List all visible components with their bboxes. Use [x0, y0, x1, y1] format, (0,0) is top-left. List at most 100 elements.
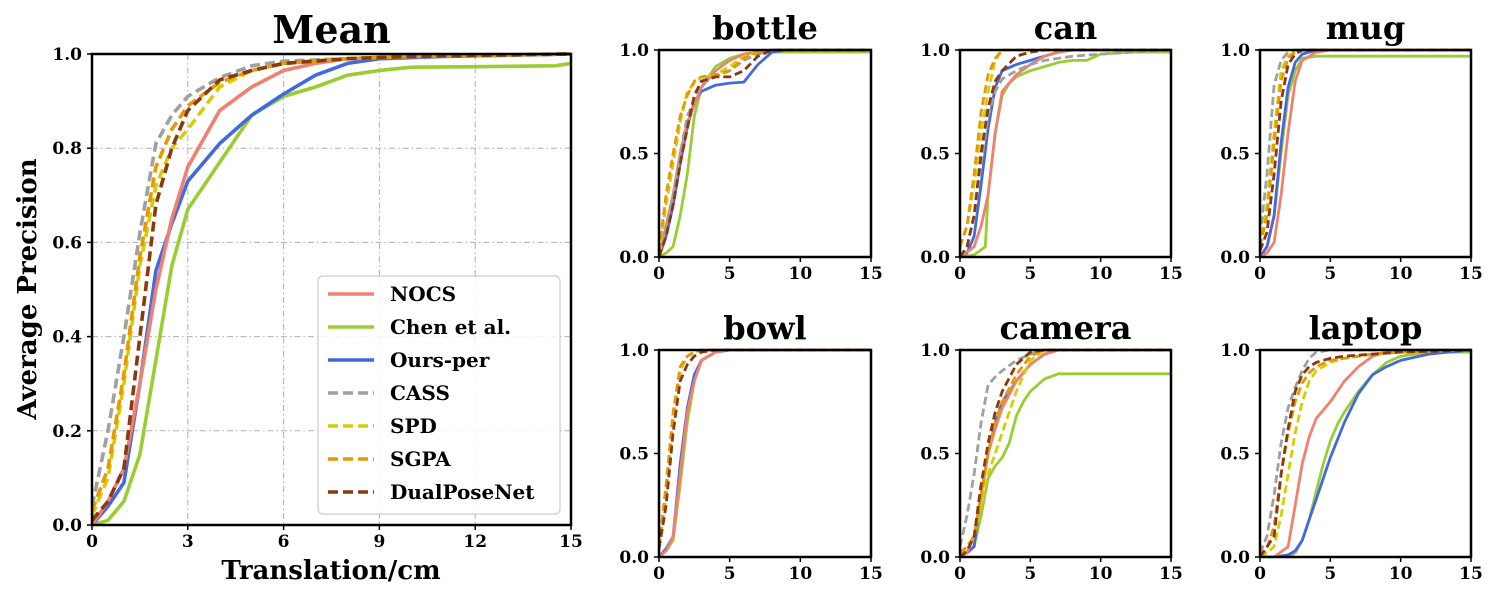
x-tick-label: 10	[1389, 264, 1413, 284]
legend-label: NOCS	[390, 282, 456, 306]
series-line-cass	[659, 48, 871, 257]
chart-title: bottle	[712, 9, 818, 47]
legend-label: DualPoseNet	[390, 480, 535, 504]
y-tick-label: 1.0	[920, 41, 950, 61]
y-tick-label: 0.5	[920, 445, 950, 465]
chart-title: bowl	[723, 309, 806, 347]
series-line-sgpa	[659, 348, 871, 547]
legend-label: SPD	[390, 414, 437, 438]
y-tick-label: 0.5	[1220, 145, 1250, 165]
y-tick-label: 0.0	[52, 516, 82, 536]
x-tick-label: 5	[724, 264, 736, 284]
x-tick-label: 5	[724, 564, 736, 584]
x-tick-label: 0	[1254, 564, 1266, 584]
y-tick-label: 0.5	[619, 445, 649, 465]
x-tick-label: 6	[278, 532, 290, 552]
legend-label: SGPA	[390, 447, 451, 471]
y-tick-label: 0.0	[1220, 548, 1250, 568]
x-tick-label: 0	[1254, 264, 1266, 284]
chart-panel-laptop: 0 5 10 15 0.0 0.5 1.0 laptop	[1220, 309, 1482, 584]
series-line-chen-et-al	[659, 50, 871, 257]
chart-panel-bottle: 0 5 10 15 0.0 0.5 1.0 bottle	[619, 9, 882, 284]
chart-title: can	[1034, 9, 1097, 47]
x-tick-label: 10	[788, 264, 812, 284]
x-tick-label: 12	[463, 532, 487, 552]
x-tick-label: 5	[1324, 264, 1336, 284]
series-line-dualposenet	[960, 348, 1171, 557]
x-tick-label: 5	[1324, 564, 1336, 584]
series-line-spd	[960, 48, 1171, 248]
series-line-dualposenet	[1260, 348, 1471, 557]
series-line-sgpa	[659, 48, 871, 251]
x-tick-label: 0	[954, 264, 966, 284]
series-line-spd	[659, 348, 871, 547]
y-tick-label: 0.0	[619, 248, 649, 268]
chart-panel-mean: 0 3 6 9 12 15 0.0 0.2 0.4 0.6 0.8 1.0 Mean NOCS Chen e…	[52, 7, 582, 552]
series-line-ours-per	[659, 348, 871, 557]
series-line-chen-et-al	[659, 348, 871, 557]
y-tick-label: 0.4	[52, 328, 82, 348]
y-tick-label: 0.0	[1220, 248, 1250, 268]
series-line-sgpa	[960, 348, 1171, 554]
series-line-cass	[960, 348, 1171, 547]
chart-title: Mean	[272, 7, 391, 52]
figure-xlabel: Translation/cm	[221, 556, 440, 586]
x-tick-label: 15	[1459, 264, 1483, 284]
series-line-nocs	[960, 48, 1171, 257]
x-tick-label: 9	[373, 532, 385, 552]
series-line-dualposenet	[92, 52, 571, 522]
y-tick-label: 1.0	[619, 341, 649, 361]
series-line-chen-et-al	[1260, 54, 1471, 257]
legend-label: Chen et al.	[390, 315, 511, 339]
legend-item: SGPA	[328, 447, 451, 471]
legend-item: NOCS	[328, 282, 456, 306]
legend-item: DualPoseNet	[328, 480, 535, 504]
legend-item: Chen et al.	[328, 315, 511, 339]
legend-label: Ours-per	[390, 348, 490, 372]
series-line-cass	[659, 348, 871, 547]
x-tick-label: 15	[859, 264, 883, 284]
x-tick-label: 10	[1089, 264, 1113, 284]
x-tick-label: 15	[559, 532, 583, 552]
chart-panel-camera: 0 5 10 15 0.0 0.5 1.0 camera	[920, 309, 1182, 584]
y-tick-label: 1.0	[1220, 41, 1250, 61]
series-line-dualposenet	[659, 48, 871, 257]
axes-frame	[90, 52, 573, 527]
x-tick-label: 15	[1159, 564, 1183, 584]
series-line-dualposenet	[659, 348, 871, 549]
chart-title: mug	[1326, 9, 1406, 47]
x-tick-label: 0	[954, 564, 966, 584]
figure-ylabel: Average Precision	[13, 158, 43, 420]
y-tick-label: 0.2	[52, 422, 82, 442]
chart-title: laptop	[1309, 309, 1423, 347]
legend-label: CASS	[390, 381, 450, 405]
y-tick-label: 0.0	[619, 548, 649, 568]
x-tick-label: 5	[1024, 264, 1036, 284]
x-tick-label: 0	[653, 264, 665, 284]
chart-panel-can: 0 5 10 15 0.0 0.5 1.0 can	[920, 9, 1182, 284]
chart-panel-bowl: 0 5 10 15 0.0 0.5 1.0 bowl	[619, 309, 882, 584]
series-line-chen-et-al	[960, 372, 1171, 557]
y-tick-label: 1.0	[619, 41, 649, 61]
chart-panel-mug: 0 5 10 15 0.0 0.5 1.0 mug	[1220, 9, 1482, 284]
legend-item: CASS	[328, 381, 450, 405]
x-tick-label: 15	[859, 564, 883, 584]
x-tick-label: 10	[1089, 564, 1113, 584]
y-tick-label: 0.0	[920, 548, 950, 568]
x-tick-label: 15	[1459, 564, 1483, 584]
series-line-nocs	[659, 348, 871, 557]
y-tick-label: 1.0	[52, 45, 82, 65]
series-line-sgpa	[960, 48, 1171, 248]
legend-item: Ours-per	[328, 348, 490, 372]
axes-frame	[657, 348, 873, 559]
y-tick-label: 1.0	[1220, 341, 1250, 361]
legend-item: SPD	[328, 414, 437, 438]
y-tick-label: 0.6	[52, 233, 82, 253]
series-line-cass	[1260, 348, 1471, 554]
series-line-chen-et-al	[960, 50, 1171, 257]
x-tick-label: 0	[86, 532, 98, 552]
x-tick-label: 0	[653, 564, 665, 584]
x-tick-label: 10	[788, 564, 812, 584]
legend: NOCS Chen et al. Ours-per CASS SPD SGPA DualPo…	[317, 275, 561, 515]
